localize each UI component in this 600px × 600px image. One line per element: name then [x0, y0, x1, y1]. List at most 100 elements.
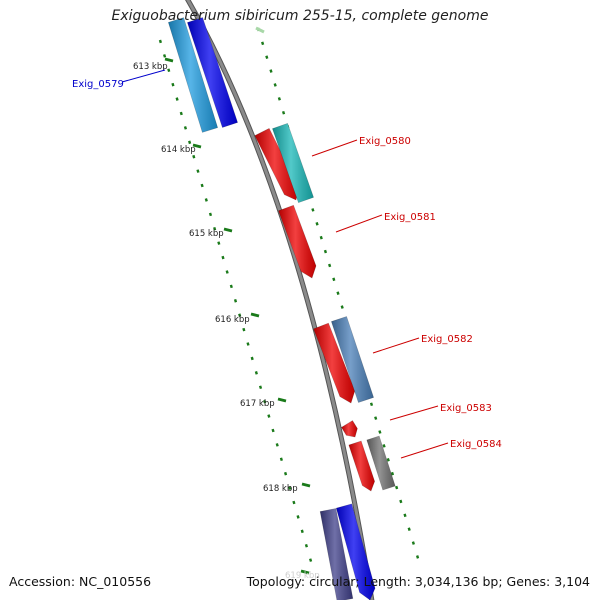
guide-dot — [238, 313, 242, 317]
label-leader — [400, 442, 449, 459]
guide-dot — [263, 399, 267, 404]
guide-dot — [258, 385, 263, 390]
guide-dot — [378, 430, 382, 434]
guide-dot — [332, 277, 336, 282]
gene-shade — [187, 17, 238, 128]
guide-dot — [179, 111, 183, 116]
topology-text: Topology: circular; Length: 3,034,136 bp… — [246, 574, 590, 589]
guide-dot — [261, 41, 265, 46]
gene-shade — [278, 205, 317, 278]
label-leader — [121, 69, 166, 83]
guide-dot — [229, 284, 233, 289]
guide-dot — [415, 555, 420, 559]
guide-dot — [265, 55, 269, 59]
guide-dot — [225, 270, 229, 274]
tick-label: 616 kbp — [215, 315, 250, 325]
gene-shade — [313, 323, 355, 403]
guide-dot — [304, 543, 308, 548]
gene-shade — [336, 503, 376, 600]
guide-dot — [281, 110, 286, 115]
guide-dot — [395, 485, 399, 490]
guide-dot — [283, 471, 288, 476]
gene-label-exig-0579: Exig_0579 — [72, 79, 124, 90]
guide-dot — [374, 416, 378, 420]
tick-label: 615 kbp — [189, 229, 224, 239]
gene-features — [167, 17, 396, 600]
guide-dot — [208, 212, 213, 217]
guide-dot — [167, 68, 171, 73]
guide-dot — [411, 541, 415, 545]
tick-mark — [300, 569, 310, 575]
tick-mark — [301, 482, 311, 488]
guide-dot — [255, 26, 265, 34]
gene-shade — [272, 123, 314, 203]
tick-mark — [192, 143, 202, 149]
guide-dot — [319, 235, 323, 240]
guide-dot — [175, 97, 179, 101]
gene-shade — [320, 508, 353, 600]
guide-dot — [273, 83, 277, 87]
guide-dot — [382, 444, 386, 448]
label-leader — [372, 337, 420, 354]
gene-shade — [348, 440, 375, 491]
tick-label: 613 kbp — [133, 62, 168, 72]
guide-dot — [242, 327, 246, 332]
guide-dot — [288, 486, 292, 490]
guide-dot — [292, 500, 296, 505]
guide-dot — [221, 255, 225, 260]
guide-dot — [300, 529, 304, 534]
guide-dot — [311, 208, 315, 212]
guide-dot — [336, 291, 340, 295]
guide-dot — [213, 226, 217, 231]
guide-dot — [254, 371, 258, 375]
guide-dot — [340, 305, 344, 309]
guide-dot — [275, 443, 279, 447]
guide-dot — [269, 69, 273, 73]
gene-shade — [366, 436, 396, 490]
guide-dot — [250, 356, 254, 361]
guide-dot — [200, 183, 204, 188]
accession-text: Accession: NC_010556 — [9, 574, 152, 589]
tick-mark — [277, 397, 287, 403]
guide-dot — [323, 249, 328, 254]
gene-label-exig-0582: Exig_0582 — [421, 334, 473, 345]
guide-dot — [204, 198, 208, 202]
tick-label: 617 kbp — [240, 399, 275, 409]
guide-dot — [233, 299, 238, 303]
gene-label-exig-0584: Exig_0584 — [450, 439, 502, 450]
gene-label-exig-0580: Exig_0580 — [359, 136, 411, 147]
guide-dot — [315, 222, 319, 226]
guide-dot — [163, 54, 167, 58]
tick-marks: 613 kbp 614 kbp 615 kbp 616 kbp 617 kbp 618 k… — [133, 57, 320, 581]
guide-dot — [328, 263, 332, 268]
guide-dot — [309, 558, 313, 562]
gene-shade — [168, 17, 218, 133]
gene-shade — [331, 316, 374, 403]
gene-shade — [341, 420, 358, 437]
tick-mark — [164, 57, 174, 63]
guide-dot — [196, 169, 200, 173]
tick-mark — [223, 227, 233, 233]
guide-dot — [171, 82, 175, 87]
guide-dot — [277, 97, 281, 101]
guide-dot — [399, 499, 403, 504]
tick-label: 618 kbp — [263, 484, 298, 494]
guide-dot — [403, 513, 407, 518]
guide-dot — [296, 515, 300, 519]
guide-dot — [407, 527, 411, 531]
guide-dot — [192, 154, 196, 159]
guide-dot — [390, 471, 395, 476]
guide-dot — [246, 342, 250, 346]
guide-dot — [369, 402, 374, 407]
label-leader — [311, 139, 358, 157]
guide-dot — [158, 39, 162, 44]
gene-label-exig-0581: Exig_0581 — [384, 212, 436, 223]
guide-dot — [279, 457, 283, 462]
guide-dot — [183, 126, 188, 130]
tick-label: 614 kbp — [161, 145, 196, 155]
gene-label-exig-0583: Exig_0583 — [440, 403, 492, 414]
tick-mark — [250, 312, 260, 318]
gene-shade — [254, 128, 299, 200]
guide-dot — [271, 428, 275, 433]
